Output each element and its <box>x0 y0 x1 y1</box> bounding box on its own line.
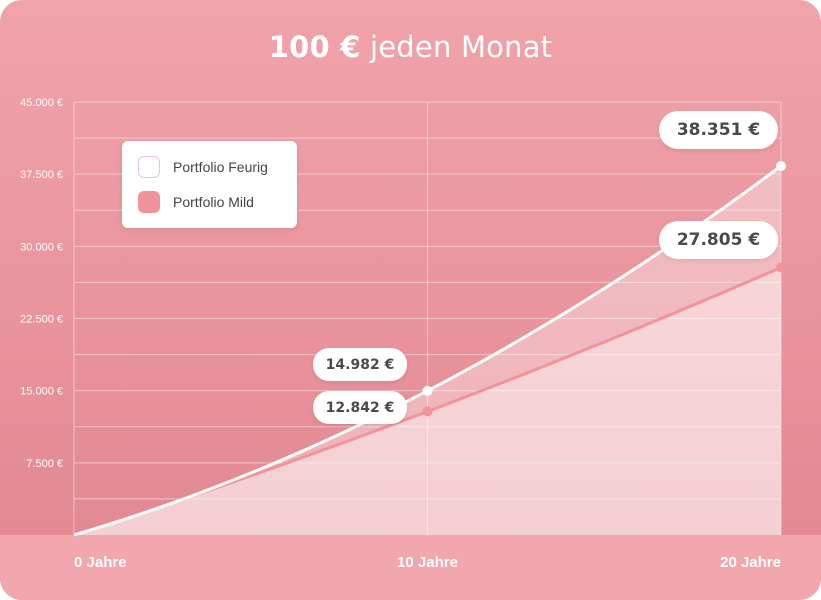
data-point-mild <box>422 406 433 417</box>
legend-item-mild: Portfolio Mild <box>138 190 254 214</box>
legend-label-feurig: Portfolio Feurig <box>173 159 268 175</box>
data-label-feurig-20: 38.351 € <box>659 111 778 149</box>
y-tick-label: 37.500 € <box>20 169 63 181</box>
legend: Portfolio Feurig Portfolio Mild <box>122 141 297 228</box>
y-tick-label: 15.000 € <box>20 386 63 398</box>
data-label-mild-10: 12.842 € <box>313 391 407 424</box>
legend-label-mild: Portfolio Mild <box>173 194 254 210</box>
chart-title-amount: 100 € <box>268 30 361 64</box>
x-tick-label: 20 Jahre <box>720 554 781 571</box>
data-point-feurig <box>776 160 786 171</box>
legend-item-feurig: Portfolio Feurig <box>138 155 268 179</box>
data-label-mild-20: 27.805 € <box>659 221 778 259</box>
x-tick-label: 10 Jahre <box>397 554 458 571</box>
area-under-mild <box>74 267 781 535</box>
legend-swatch-mild <box>138 191 160 213</box>
y-tick-label: 45.000 € <box>20 97 63 109</box>
x-tick-label: 0 Jahre <box>74 554 127 571</box>
data-point-feurig <box>422 385 433 396</box>
data-label-feurig-10: 14.982 € <box>313 348 407 381</box>
chart-title-text: jeden Monat <box>370 30 553 64</box>
y-tick-label: 7.500 € <box>26 458 63 470</box>
legend-swatch-feurig <box>138 156 160 178</box>
chart-title: 100 € jeden Monat <box>0 30 821 64</box>
data-point-mild <box>776 262 786 273</box>
x-axis-band <box>0 535 821 600</box>
y-tick-label: 30.000 € <box>20 241 63 253</box>
y-tick-label: 22.500 € <box>20 314 63 326</box>
